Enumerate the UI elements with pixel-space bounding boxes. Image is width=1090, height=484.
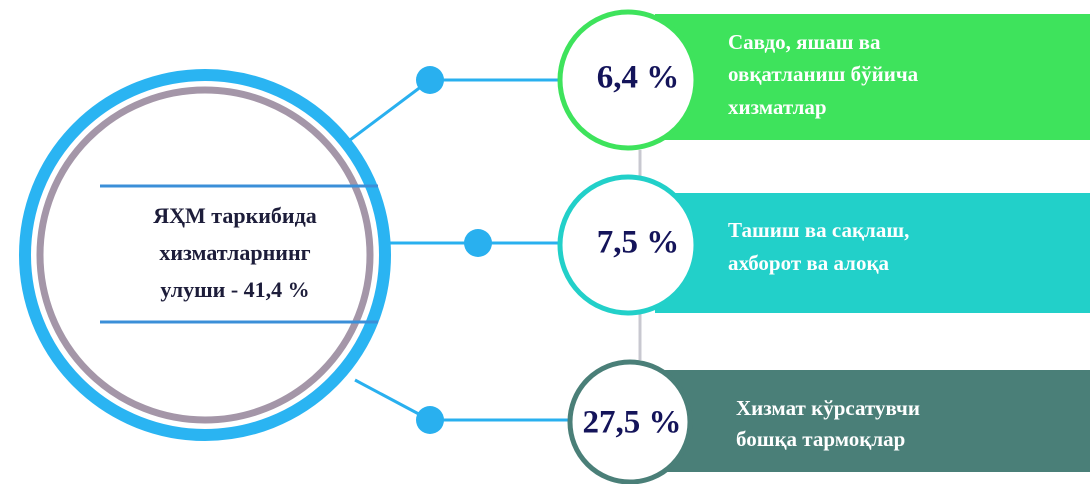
center-text: улуши - 41,4 % bbox=[160, 277, 309, 302]
connector bbox=[354, 378, 431, 422]
percent-circle bbox=[567, 359, 693, 484]
label-box bbox=[655, 14, 1090, 140]
percent: 7,5 % bbox=[597, 225, 680, 261]
inner-ring bbox=[36, 86, 374, 424]
dot bbox=[416, 66, 444, 94]
label: бошқа тармоқлар bbox=[736, 427, 905, 451]
label-box bbox=[655, 193, 1090, 313]
label: Ташиш ва сақлаш, bbox=[728, 218, 909, 242]
percent-circle bbox=[557, 9, 699, 151]
label: овқатланиш бўйича bbox=[728, 62, 919, 86]
label: ахборот ва алоқа bbox=[728, 251, 890, 275]
percent: 27,5 % bbox=[583, 405, 682, 441]
percent-circle bbox=[557, 174, 699, 316]
center-text: хизматларнинг bbox=[159, 240, 310, 265]
connector bbox=[349, 78, 431, 142]
percent: 6,4 % bbox=[597, 60, 680, 96]
dot bbox=[464, 229, 492, 257]
dot bbox=[416, 406, 444, 434]
label: Савдо, яшаш ва bbox=[728, 30, 881, 54]
center-text: ЯҲМ таркибида bbox=[153, 203, 317, 228]
label: хизматлар bbox=[728, 95, 827, 119]
label: Хизмат кўрсатувчи bbox=[736, 396, 920, 420]
label-box bbox=[655, 370, 1090, 472]
